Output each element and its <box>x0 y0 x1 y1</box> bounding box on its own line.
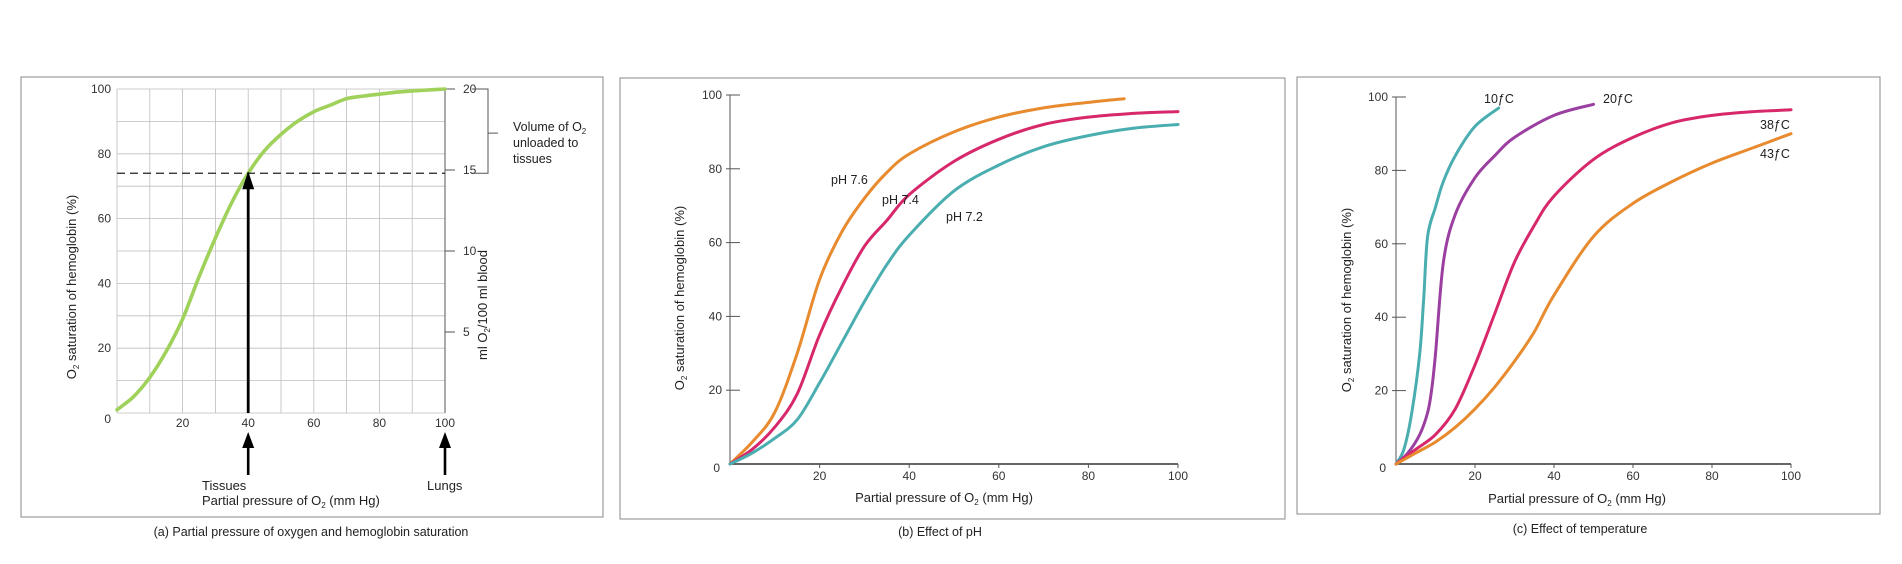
y2-tick-label: 10 <box>463 244 477 258</box>
x-tick-label: 0 <box>104 412 111 426</box>
y2-tick-label: 5 <box>463 325 470 339</box>
panel-c-y-tick-label: 100 <box>1368 90 1388 104</box>
panel-b-curves <box>728 97 1180 466</box>
panel-b-y-tick-label: 60 <box>709 236 723 250</box>
panel-b-frame <box>619 77 1286 520</box>
x-tick-label: 40 <box>242 416 256 430</box>
panel-a-y2-label: ml O2/100 ml blood <box>475 250 492 360</box>
y2-tick-label: 15 <box>463 163 477 177</box>
panel-b-x-tick-label: 60 <box>992 469 1006 483</box>
x-tick-label: 80 <box>373 416 387 430</box>
x-tick-label: 20 <box>176 416 190 430</box>
panel-b-curve-0 <box>728 97 1126 466</box>
panel-c-curve-3 <box>1394 132 1793 466</box>
panel-a-curve-0 <box>115 87 447 412</box>
y-tick-label: 80 <box>98 147 112 161</box>
panel-c-frame <box>1296 76 1881 515</box>
panel-b-y-tick-label: 20 <box>709 383 723 397</box>
panel-b-y-tick-label: 80 <box>709 162 723 176</box>
x-tick-label: 100 <box>435 416 455 430</box>
label-ph-7-2: pH 7.2 <box>946 210 983 224</box>
panel-c-curve-0 <box>1394 106 1501 466</box>
panel-c-y-tick-label: 60 <box>1375 237 1389 251</box>
x-tick-label: 60 <box>307 416 321 430</box>
y-tick-label: 60 <box>98 212 112 226</box>
panel-b: 0 20 40 60 80 100 20 40 60 80 100 O2 saturation of… <box>619 77 1286 539</box>
marker-arrow-head <box>242 432 255 448</box>
panel-c-y-tick-label: 20 <box>1375 384 1389 398</box>
panel-c-x-tick-label: 80 <box>1705 469 1719 483</box>
panel-b-x-tick-label: 100 <box>1168 469 1188 483</box>
tissues-label: Tissues <box>202 478 247 493</box>
label-ph-7-4: pH 7.4 <box>882 193 919 207</box>
panel-a-ticks: 0 20 40 60 80 100 20 40 60 80 100 5 10 15 20 <box>91 82 477 430</box>
panel-b-y-tick-label: 100 <box>702 88 722 102</box>
panel-b-y-tick-label: 40 <box>709 309 723 323</box>
panel-c-x-tick-label: 40 <box>1547 469 1561 483</box>
label-10c: 10ƒC <box>1484 92 1514 106</box>
y2-tick-label: 20 <box>463 82 477 96</box>
panel-c-x-label: Partial pressure of O2 (mm Hg) <box>1488 491 1666 508</box>
label-38c: 38ƒC <box>1760 118 1790 132</box>
panel-b-caption: (b) Effect of pH <box>898 525 982 539</box>
panel-a: 0 20 40 60 80 100 20 40 60 80 100 5 10 15 20 O2 satura… <box>20 76 604 539</box>
bracket-line <box>472 88 489 174</box>
panel-a-frame <box>20 76 604 518</box>
panel-c-x-tick-label: 100 <box>1781 469 1801 483</box>
panel-b-x-tick-label: 40 <box>903 469 917 483</box>
label-43c: 43ƒC <box>1760 147 1790 161</box>
panel-b-curve-2 <box>728 123 1180 466</box>
panel-a-x-label: Partial pressure of O2 (mm Hg) <box>202 493 380 510</box>
panel-a-caption: (a) Partial pressure of oxygen and hemog… <box>154 525 469 539</box>
lungs-label: Lungs <box>427 478 463 493</box>
panel-c-ticks: 0 20 40 60 80 100 20 40 60 80 100 <box>1368 90 1801 483</box>
panel-a-arrows <box>242 171 451 475</box>
panel-c-curve-1 <box>1394 102 1595 466</box>
panel-c-x-tick-label: 20 <box>1468 469 1482 483</box>
panel-c-origin-label: 0 <box>1379 461 1386 475</box>
y-tick-label: 100 <box>91 82 111 96</box>
panel-a-grid <box>116 88 446 414</box>
panel-c-curves <box>1394 102 1793 466</box>
bracket-label-line3: tissues <box>513 152 552 166</box>
panel-b-x-label: Partial pressure of O2 (mm Hg) <box>855 490 1033 507</box>
panel-b-y-label: O2 saturation of hemoglobin (%) <box>672 206 689 390</box>
panel-c-curve-2 <box>1394 108 1793 466</box>
label-ph-7-6: pH 7.6 <box>831 173 868 187</box>
bracket-label-line2: unloaded to <box>513 136 578 150</box>
panel-c-caption: (c) Effect of temperature <box>1513 522 1648 536</box>
bracket-label-line1: Volume of O2 <box>513 120 587 136</box>
volume-bracket <box>472 88 498 174</box>
panel-c-y-tick-label: 80 <box>1375 163 1389 177</box>
panel-c-x-tick-label: 60 <box>1626 469 1640 483</box>
panel-a-y-label: O2 saturation of hemoglobin (%) <box>64 195 81 379</box>
label-20c: 20ƒC <box>1603 92 1633 106</box>
panel-b-origin-label: 0 <box>713 461 720 475</box>
panel-b-curve-1 <box>728 110 1180 466</box>
panel-c-y-tick-label: 40 <box>1375 310 1389 324</box>
up-arrow-head <box>242 171 255 190</box>
panel-c-y-label: O2 saturation of hemoglobin (%) <box>1339 208 1356 392</box>
panel-b-ticks: 0 20 40 60 80 100 20 40 60 80 100 <box>702 88 1188 483</box>
panel-b-x-tick-label: 20 <box>813 469 827 483</box>
panel-b-x-tick-label: 80 <box>1082 469 1096 483</box>
y-tick-label: 40 <box>98 276 112 290</box>
y-tick-label: 20 <box>98 341 112 355</box>
panel-c: 0 20 40 60 80 100 20 40 60 80 100 O2 saturation of… <box>1296 76 1881 536</box>
marker-arrow-head <box>439 432 451 448</box>
panel-a-curves <box>115 87 447 412</box>
